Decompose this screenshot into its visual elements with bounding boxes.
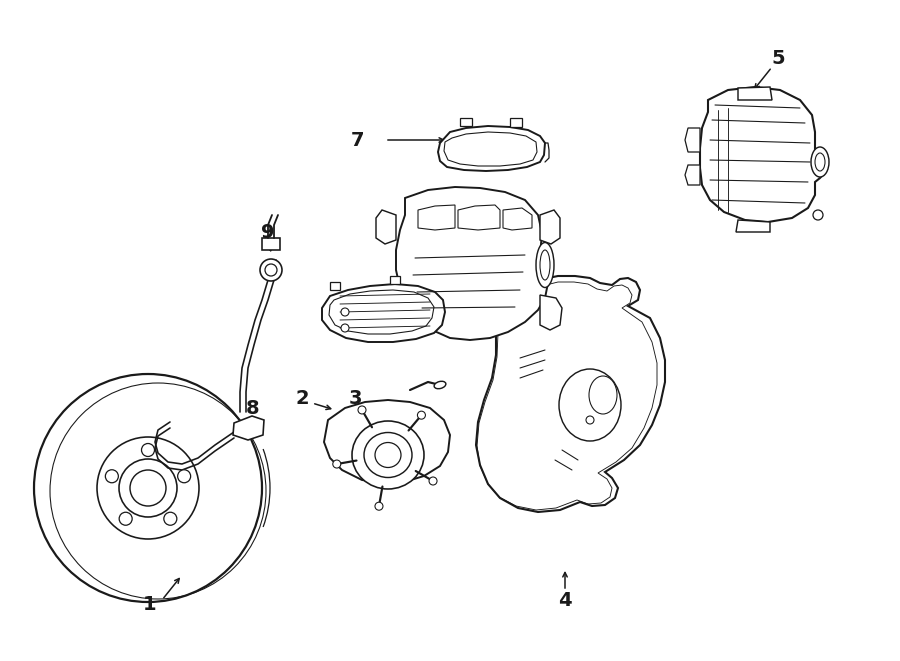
Ellipse shape [352, 421, 424, 489]
Ellipse shape [375, 502, 383, 510]
Ellipse shape [34, 374, 262, 602]
Text: 8: 8 [247, 399, 260, 418]
Polygon shape [503, 208, 532, 230]
Polygon shape [685, 165, 700, 185]
Ellipse shape [260, 259, 282, 281]
Ellipse shape [589, 376, 617, 414]
Ellipse shape [105, 470, 119, 483]
Ellipse shape [536, 243, 554, 288]
Polygon shape [396, 187, 548, 340]
Polygon shape [444, 132, 537, 166]
Polygon shape [330, 282, 340, 290]
Ellipse shape [97, 437, 199, 539]
Polygon shape [233, 416, 264, 440]
Ellipse shape [540, 250, 550, 280]
Text: 3: 3 [348, 389, 362, 407]
Polygon shape [510, 118, 522, 127]
Ellipse shape [141, 444, 155, 457]
Ellipse shape [177, 470, 191, 483]
Polygon shape [685, 128, 700, 152]
Polygon shape [374, 295, 396, 330]
Text: 2: 2 [295, 389, 309, 407]
Text: 6: 6 [538, 253, 552, 272]
Ellipse shape [586, 416, 594, 424]
Text: 5: 5 [771, 48, 785, 67]
Polygon shape [460, 118, 472, 126]
Polygon shape [736, 220, 770, 232]
Ellipse shape [375, 442, 401, 467]
Text: 9: 9 [261, 223, 274, 243]
Ellipse shape [559, 369, 621, 441]
Polygon shape [324, 400, 450, 483]
Polygon shape [700, 87, 825, 222]
Polygon shape [322, 284, 445, 342]
Polygon shape [262, 238, 280, 250]
Polygon shape [540, 210, 560, 244]
Ellipse shape [434, 381, 446, 389]
Text: 7: 7 [350, 130, 364, 149]
Polygon shape [540, 295, 562, 330]
Text: 1: 1 [143, 596, 157, 615]
Ellipse shape [815, 153, 825, 171]
Ellipse shape [418, 411, 426, 419]
Ellipse shape [341, 324, 349, 332]
Polygon shape [329, 290, 434, 334]
Ellipse shape [364, 432, 412, 477]
Polygon shape [458, 205, 500, 230]
Polygon shape [418, 205, 455, 230]
Ellipse shape [119, 459, 177, 517]
Ellipse shape [813, 210, 823, 220]
Ellipse shape [811, 147, 829, 177]
Polygon shape [738, 87, 772, 100]
Ellipse shape [333, 460, 341, 468]
Ellipse shape [358, 406, 366, 414]
Polygon shape [390, 276, 400, 284]
Ellipse shape [130, 470, 166, 506]
Polygon shape [376, 210, 396, 244]
Text: 4: 4 [558, 590, 572, 609]
Ellipse shape [164, 512, 176, 525]
Ellipse shape [341, 308, 349, 316]
Ellipse shape [429, 477, 437, 485]
Ellipse shape [265, 264, 277, 276]
Polygon shape [438, 126, 545, 171]
Ellipse shape [119, 512, 132, 525]
Polygon shape [476, 276, 665, 512]
